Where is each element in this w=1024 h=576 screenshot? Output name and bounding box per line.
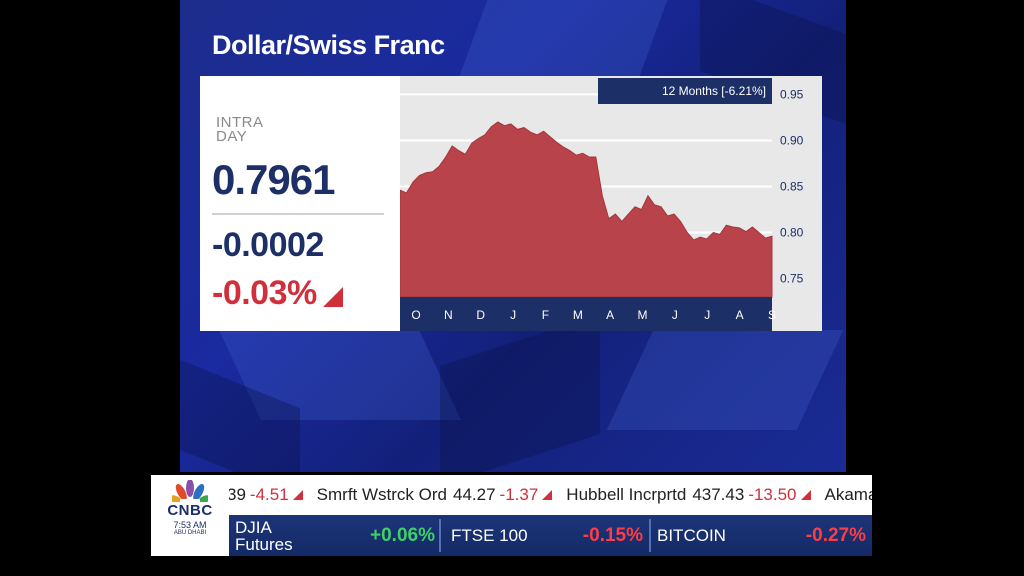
index-name: DJIA Futures — [235, 519, 293, 553]
index-name: BITCOIN — [657, 526, 726, 545]
down-triangle-icon — [322, 286, 343, 307]
price-change: -0.0002 — [212, 226, 324, 264]
ticker-change: -4.51 — [249, 485, 289, 504]
index-ticker-strip: DJIA Futures +0.06% FTSE 100 -0.15% BITC… — [229, 515, 872, 556]
x-tick-label: D — [476, 308, 485, 322]
x-tick-label: A — [736, 308, 744, 322]
index-name: FTSE 100 — [451, 526, 528, 545]
ticker-name: Hubbell Incrprtd — [566, 485, 687, 504]
quote-card: INTRA DAY 0.7961 -0.0002 -0.03% O N D J F M A M… — [200, 76, 822, 331]
bg-shape — [606, 330, 844, 430]
intraday-label: INTRA DAY — [216, 114, 263, 145]
ticker-change: -13.50 — [748, 485, 797, 504]
x-tick-label: S — [768, 308, 776, 322]
ticker-item: Akama — [825, 485, 872, 505]
down-triangle-icon — [542, 490, 553, 500]
peacock-icon — [172, 480, 208, 502]
x-tick-label: J — [672, 308, 678, 322]
ticker-value: 39 — [229, 485, 246, 504]
ticker-name: Akama — [824, 485, 872, 504]
index-change: -0.15% — [582, 525, 643, 546]
y-tick-label: 0.90 — [780, 133, 804, 147]
network-logo: CNBC 7:53 AM ABU DHABI — [151, 475, 229, 556]
bottom-ticker: CNBC 7:53 AM ABU DHABI 39 -4.51 Smrft Ws… — [151, 475, 872, 556]
index-djia-futures: DJIA Futures +0.06% — [229, 515, 439, 556]
period-badge: 12 Months [-6.21%] — [598, 78, 772, 104]
down-triangle-icon — [800, 490, 811, 500]
divider — [649, 519, 651, 552]
percent-change-row: -0.03% — [212, 274, 343, 313]
x-axis-band — [400, 297, 772, 331]
ticker-item: 39 -4.51 — [229, 485, 303, 505]
ticker-name: Smrft Wstrck Ord — [316, 485, 447, 504]
y-tick-label: 0.95 — [780, 87, 804, 101]
x-tick-label: O — [411, 308, 420, 322]
price-chart: O N D J F M A M J J A S 0.95 0.90 0.85 0.80 0.75 12 Mont… — [400, 76, 822, 331]
percent-change: -0.03% — [212, 274, 317, 312]
index-ftse-100: FTSE 100 -0.15% — [439, 515, 649, 556]
bg-shape — [440, 314, 600, 472]
index-name-line1: DJIA — [235, 518, 272, 537]
x-tick-label: M — [638, 308, 648, 322]
quote-panel: INTRA DAY 0.7961 -0.0002 -0.03% — [200, 76, 400, 331]
price-area-series — [400, 121, 773, 298]
bg-shape — [458, 0, 682, 80]
divider — [212, 213, 384, 215]
x-tick-label: A — [606, 308, 614, 322]
ticker-change: -1.37 — [499, 485, 539, 504]
x-tick-label: N — [444, 308, 453, 322]
page-title: Dollar/Swiss Franc — [212, 30, 445, 60]
y-tick-label: 0.75 — [780, 272, 804, 286]
local-time: 7:53 AM — [173, 520, 207, 530]
ticker-value: 44.27 — [453, 485, 496, 504]
ticker-item: Smrft Wstrck Ord 44.27 -1.37 — [317, 485, 553, 505]
index-name-line2: Futures — [235, 535, 293, 554]
current-price: 0.7961 — [212, 156, 335, 203]
down-triangle-icon — [292, 490, 303, 500]
index-bitcoin: BITCOIN -0.27% — [649, 515, 872, 556]
index-change: +0.06% — [370, 525, 435, 546]
index-change: -0.27% — [805, 525, 866, 546]
local-city: ABU DHABI — [173, 530, 207, 536]
stock-ticker-strip: 39 -4.51 Smrft Wstrck Ord 44.27 -1.37 Hu… — [229, 475, 872, 515]
logo-text: CNBC — [167, 502, 213, 519]
divider — [439, 519, 441, 552]
chart-svg: O N D J F M A M J J A S 0.95 0.90 0.85 0.80 0.75 — [400, 87, 804, 331]
x-tick-label: J — [704, 308, 710, 322]
y-tick-label: 0.80 — [780, 226, 804, 240]
x-tick-label: F — [542, 308, 549, 322]
y-tick-label: 0.85 — [780, 180, 804, 194]
ticker-item: Hubbell Incrprtd 437.43 -13.50 — [566, 485, 811, 505]
ticker-value: 437.43 — [692, 485, 745, 504]
x-tick-label: M — [573, 308, 583, 322]
x-tick-label: J — [510, 308, 516, 322]
